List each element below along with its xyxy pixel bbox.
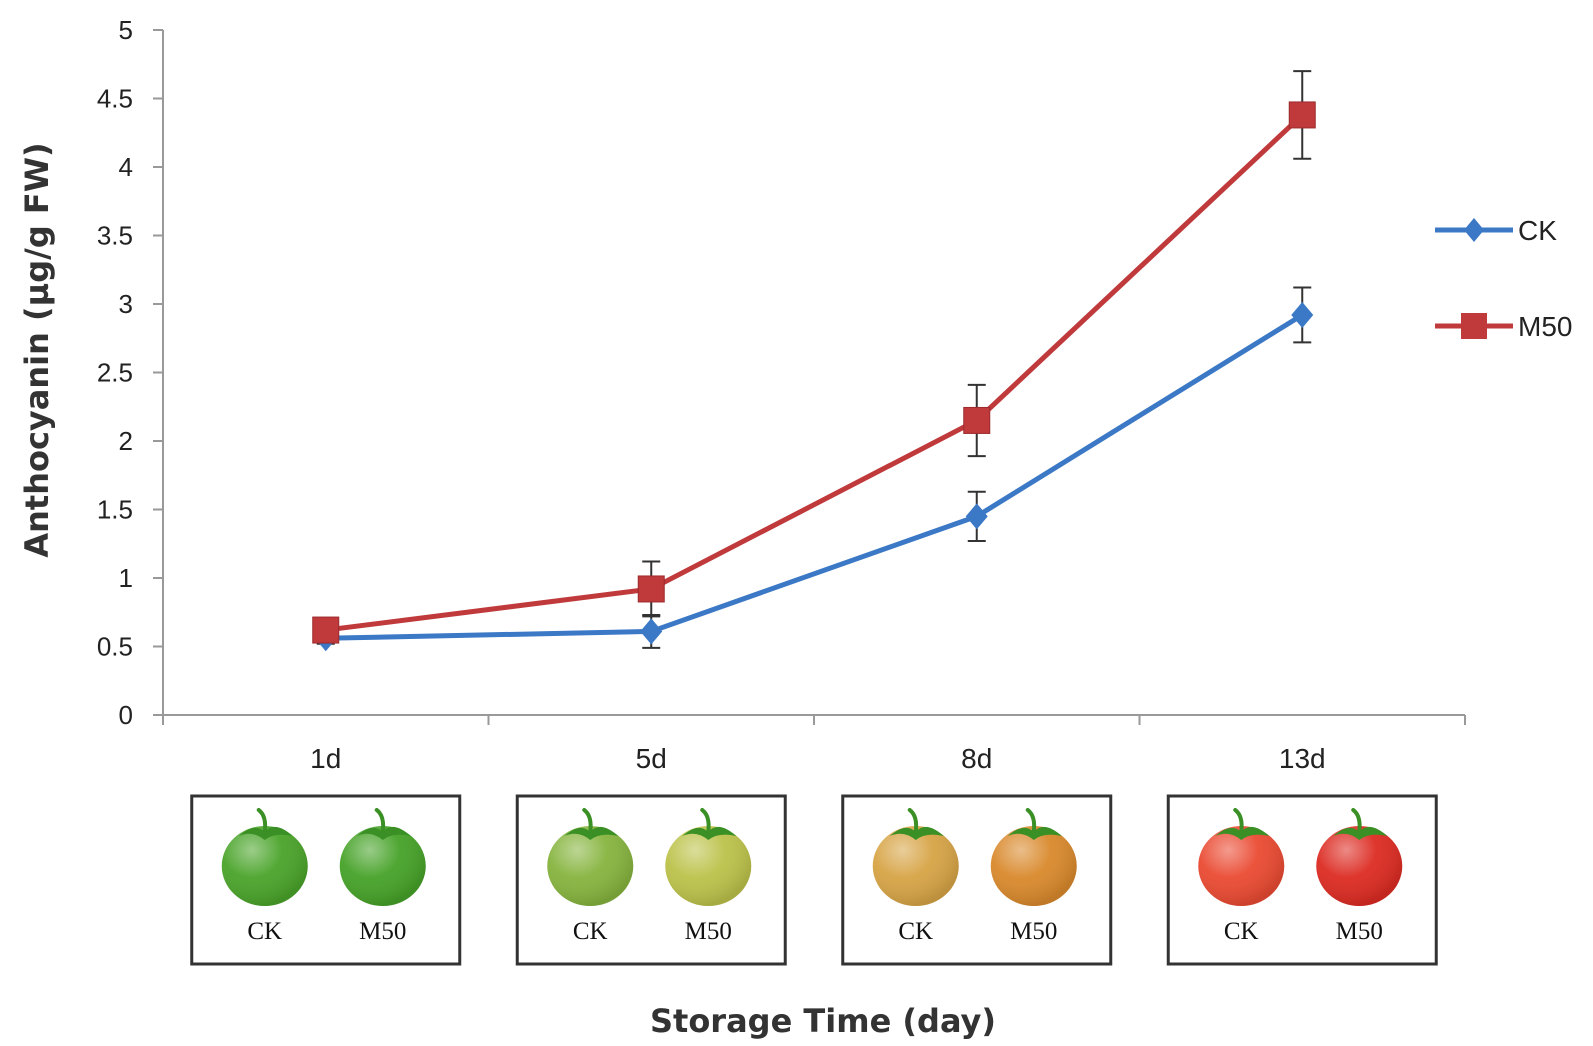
tomato-icon	[339, 808, 426, 906]
x-ticks: 1d 5d 8d 13d	[162, 715, 1466, 774]
x-tick-label: 5d	[636, 743, 667, 774]
y-tick-label: 2.5	[97, 358, 133, 388]
x-tick-label: 8d	[961, 743, 992, 774]
tomato-stem	[907, 808, 919, 834]
data-point	[1288, 101, 1316, 129]
y-tick-label: 3	[119, 289, 133, 319]
fruit-label: M50	[1010, 918, 1057, 945]
legend-label: M50	[1518, 311, 1572, 342]
tomato-shine	[339, 826, 426, 906]
y-tick-label: 5	[119, 15, 133, 45]
tomato-stem	[1025, 808, 1037, 834]
data-point	[312, 616, 340, 644]
axes	[162, 30, 1465, 716]
data-point	[640, 618, 663, 645]
series-line	[325, 312, 1304, 641]
y-tick-label: 0	[119, 700, 133, 730]
x-axis-title: Storage Time (day)	[650, 1002, 996, 1040]
data-point	[963, 406, 991, 434]
tomato-shine	[1316, 826, 1403, 906]
tomato-icon	[665, 808, 752, 906]
tomato-stem	[582, 808, 593, 834]
fruit-label: M50	[359, 918, 406, 945]
fruit-label: CK	[898, 918, 933, 945]
tomato-icon	[872, 808, 959, 906]
tomato-icon	[221, 808, 308, 906]
data-point	[1291, 301, 1314, 328]
tomato-shine	[547, 826, 634, 906]
x-tick-label: 13d	[1279, 743, 1326, 774]
tomato-icon	[1198, 808, 1285, 906]
tomato-stem	[1233, 808, 1244, 834]
tomato-stem	[700, 808, 711, 834]
fruit-panel-1d: CK M50	[190, 794, 462, 966]
y-tick-label: 1	[119, 563, 133, 593]
legend: CK M50	[1435, 215, 1572, 342]
fruit-label: CK	[247, 918, 282, 945]
fruit-panel-5d: CK M50	[515, 794, 787, 966]
legend-marker	[1464, 218, 1484, 242]
series-line	[325, 113, 1304, 633]
tomato-shine	[221, 826, 308, 906]
series-m50	[312, 70, 1316, 644]
y-axis-title: Anthocyanin (µg/g FW)	[18, 142, 56, 557]
tomato-shine	[990, 826, 1077, 906]
x-tick-label: 1d	[310, 743, 341, 774]
tomato-icon	[1316, 808, 1403, 906]
fruit-panel-13d: CK M50	[1166, 794, 1438, 966]
tomato-stem	[256, 808, 268, 834]
y-tick-label: 3.5	[97, 221, 133, 251]
data-point	[637, 575, 665, 603]
y-tick-label: 4.5	[97, 84, 133, 114]
y-tick-label: 2	[119, 426, 133, 456]
legend-label: CK	[1518, 215, 1557, 246]
tomato-icon	[547, 808, 634, 906]
legend-item-m50: M50	[1435, 311, 1572, 342]
tomato-shine	[872, 826, 959, 906]
fruit-label: M50	[685, 918, 732, 945]
tomato-shine	[665, 826, 752, 906]
fruit-label: CK	[1224, 918, 1259, 945]
tomato-icon	[990, 808, 1077, 906]
fruit-panels: CK M50 CK M50 CK M50 CK M50	[190, 794, 1438, 966]
series-ck	[314, 286, 1314, 652]
y-tick-label: 4	[119, 152, 133, 182]
legend-marker	[1461, 313, 1487, 339]
fruit-label: M50	[1336, 918, 1383, 945]
tomato-stem	[374, 808, 386, 834]
data-point	[965, 503, 988, 530]
tomato-shine	[1198, 826, 1285, 906]
fruit-panel-8d: CK M50	[841, 794, 1113, 966]
y-ticks: 0 0.5 1 1.5 2 2.5 3 3.5 4 4.5 5	[97, 15, 163, 730]
legend-item-ck: CK	[1435, 215, 1557, 246]
y-tick-label: 0.5	[97, 632, 133, 662]
fruit-label: CK	[573, 918, 608, 945]
series-layer	[312, 70, 1316, 652]
y-tick-label: 1.5	[97, 495, 133, 525]
tomato-stem	[1351, 808, 1362, 834]
